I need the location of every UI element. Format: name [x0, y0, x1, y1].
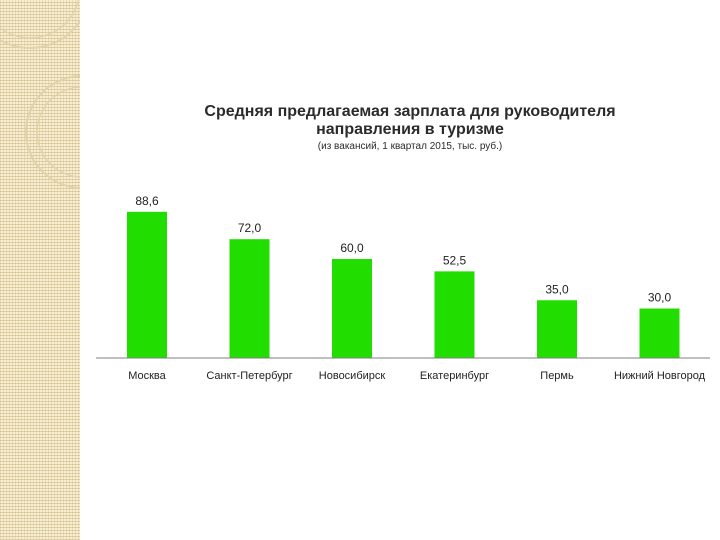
- bar-4: [434, 271, 475, 358]
- chart-title-line-2: направления в туризме: [316, 121, 504, 138]
- chart-subtitle: (из вакансий, 1 квартал 2015, тыс. руб.): [317, 141, 503, 152]
- value-label-3: 60,0: [340, 241, 364, 255]
- value-label-6: 30,0: [648, 291, 672, 305]
- value-label-5: 35,0: [545, 282, 569, 296]
- chart-title-line-1: Средняя предлагаемая зарплата для руково…: [204, 103, 616, 120]
- decorative-circles: [0, 0, 80, 189]
- chart-title-block: Средняя предлагаемая зарплата для руково…: [110, 103, 710, 153]
- category-label-2: Санкт-Петербург: [206, 370, 292, 382]
- bar-1: [127, 211, 167, 358]
- bar-3: [332, 259, 372, 358]
- chart-title: Средняя предлагаемая зарплата для руково…: [110, 103, 710, 139]
- bar-2: [229, 239, 270, 358]
- decorative-side-strip: [0, 0, 80, 540]
- value-label-4: 52,5: [443, 253, 467, 267]
- bar-6: [639, 308, 680, 358]
- category-label-4: Екатеринбург: [420, 370, 489, 382]
- category-label-6: Нижний Новгород: [614, 370, 706, 382]
- value-label-2: 72,0: [238, 221, 262, 235]
- value-label-1: 88,6: [135, 194, 159, 208]
- category-label-1: Москва: [128, 370, 166, 382]
- bar-5: [537, 300, 577, 358]
- category-label-5: Пермь: [540, 370, 574, 382]
- category-label-3: Новосибирск: [319, 370, 386, 382]
